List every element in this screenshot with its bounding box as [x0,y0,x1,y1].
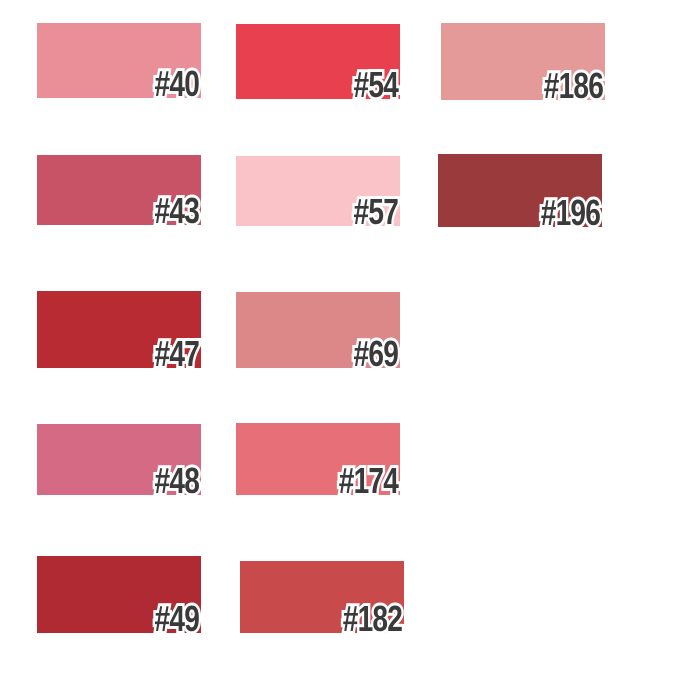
swatch-label: #182 [340,598,405,640]
swatch-label: #186 [541,65,606,107]
color-swatch[interactable]: #186 [441,23,606,107]
swatch-label: #47 [152,333,202,375]
color-swatch[interactable]: #48 [37,424,202,502]
color-swatch[interactable]: #196 [438,154,603,234]
color-swatch[interactable]: #54 [236,24,401,106]
color-swatch[interactable]: #182 [240,561,405,640]
swatch-label: #48 [152,460,202,502]
swatch-label: #69 [351,333,401,375]
color-swatch[interactable]: #49 [37,556,202,640]
swatch-label: #49 [152,598,202,640]
color-swatch[interactable]: #69 [236,292,401,375]
color-swatch[interactable]: #174 [236,423,401,502]
color-swatch[interactable]: #57 [236,156,401,233]
swatch-label: #40 [152,63,202,105]
color-swatch[interactable]: #43 [37,155,202,232]
swatch-label: #43 [152,190,202,232]
color-swatch[interactable]: #47 [37,291,202,375]
swatch-label: #57 [351,191,401,233]
swatch-label: #174 [336,460,401,502]
color-swatch[interactable]: #40 [37,23,202,105]
swatch-label: #196 [538,192,603,234]
swatch-label: #54 [351,64,401,106]
